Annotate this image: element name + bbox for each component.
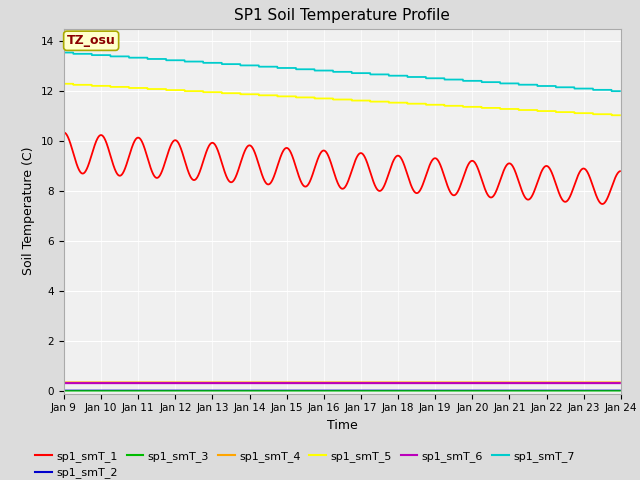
- sp1_smT_5: [60, 81, 68, 87]
- sp1_smT_1: [617, 168, 625, 174]
- sp1_smT_1: [60, 130, 68, 135]
- sp1_smT_3: [572, 388, 580, 394]
- sp1_smT_6: [294, 380, 301, 386]
- sp1_smT_7: [298, 66, 306, 72]
- sp1_smT_5: [617, 112, 625, 118]
- sp1_smT_6: [60, 380, 68, 386]
- sp1_smT_6: [298, 380, 306, 386]
- sp1_smT_6: [465, 380, 472, 386]
- sp1_smT_2: [298, 387, 306, 393]
- sp1_smT_1: [598, 201, 606, 207]
- sp1_smT_6: [572, 380, 580, 386]
- sp1_smT_4: [600, 380, 607, 385]
- sp1_smT_7: [617, 88, 625, 94]
- sp1_smT_4: [572, 380, 580, 385]
- sp1_smT_3: [600, 388, 607, 394]
- sp1_smT_5: [298, 95, 306, 100]
- sp1_smT_5: [572, 110, 580, 116]
- sp1_smT_7: [572, 86, 580, 92]
- Y-axis label: Soil Temperature (C): Soil Temperature (C): [22, 147, 35, 276]
- sp1_smT_4: [60, 380, 68, 385]
- sp1_smT_4: [617, 380, 625, 385]
- sp1_smT_7: [60, 49, 68, 55]
- sp1_smT_3: [324, 388, 332, 394]
- sp1_smT_1: [572, 178, 580, 183]
- sp1_smT_3: [617, 388, 625, 394]
- sp1_smT_2: [617, 387, 625, 393]
- sp1_smT_1: [298, 181, 306, 187]
- sp1_smT_4: [465, 380, 472, 385]
- sp1_smT_7: [600, 87, 607, 93]
- sp1_smT_4: [294, 380, 301, 385]
- sp1_smT_7: [465, 78, 472, 84]
- sp1_smT_1: [600, 201, 607, 206]
- Line: sp1_smT_7: sp1_smT_7: [64, 52, 621, 91]
- sp1_smT_3: [298, 388, 306, 394]
- sp1_smT_1: [324, 154, 332, 159]
- sp1_smT_4: [324, 380, 332, 385]
- sp1_smT_1: [465, 161, 472, 167]
- sp1_smT_7: [294, 66, 301, 72]
- sp1_smT_5: [465, 104, 472, 110]
- sp1_smT_7: [324, 68, 332, 73]
- Line: sp1_smT_1: sp1_smT_1: [64, 132, 621, 204]
- sp1_smT_2: [324, 387, 332, 393]
- sp1_smT_1: [294, 170, 301, 176]
- Text: TZ_osu: TZ_osu: [67, 34, 116, 47]
- sp1_smT_5: [608, 112, 616, 118]
- sp1_smT_3: [60, 388, 68, 394]
- sp1_smT_5: [294, 95, 301, 100]
- X-axis label: Time: Time: [327, 419, 358, 432]
- sp1_smT_2: [572, 387, 580, 393]
- sp1_smT_3: [465, 388, 472, 394]
- Legend: sp1_smT_1, sp1_smT_2, sp1_smT_3, sp1_smT_4, sp1_smT_5, sp1_smT_6, sp1_smT_7: sp1_smT_1, sp1_smT_2, sp1_smT_3, sp1_smT…: [31, 446, 579, 480]
- sp1_smT_2: [294, 387, 301, 393]
- sp1_smT_6: [600, 380, 607, 386]
- Title: SP1 Soil Temperature Profile: SP1 Soil Temperature Profile: [234, 9, 451, 24]
- sp1_smT_2: [465, 387, 472, 393]
- sp1_smT_4: [298, 380, 306, 385]
- Line: sp1_smT_5: sp1_smT_5: [64, 84, 621, 115]
- sp1_smT_7: [608, 88, 616, 94]
- sp1_smT_3: [294, 388, 301, 394]
- sp1_smT_2: [600, 387, 607, 393]
- sp1_smT_2: [60, 387, 68, 393]
- sp1_smT_6: [324, 380, 332, 386]
- sp1_smT_5: [324, 96, 332, 101]
- sp1_smT_5: [600, 111, 607, 117]
- sp1_smT_6: [617, 380, 625, 386]
